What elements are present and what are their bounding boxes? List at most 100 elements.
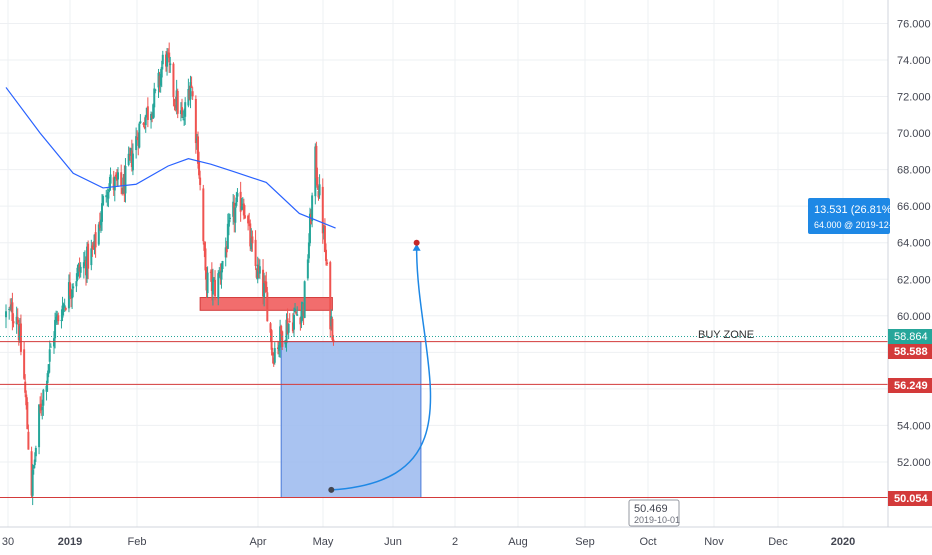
candle-body xyxy=(218,271,221,274)
candle-body xyxy=(76,267,79,280)
candle-body xyxy=(5,311,7,318)
candle-body xyxy=(187,88,190,106)
x-tick-label: 30 xyxy=(2,536,14,548)
x-tick-label: Jun xyxy=(384,536,402,548)
candle-body xyxy=(24,381,27,393)
y-tick-label: 52.000 xyxy=(897,457,931,469)
candle-body xyxy=(9,306,12,308)
level-layer xyxy=(0,336,888,499)
candle-body xyxy=(61,305,64,318)
candle-body xyxy=(10,304,13,310)
last-price-label-bg xyxy=(888,329,932,344)
candle-body xyxy=(143,126,146,129)
level-3-price-label-bg xyxy=(888,491,932,506)
x-tick-label: Feb xyxy=(128,536,147,548)
candle-layer xyxy=(5,42,335,506)
candle-body xyxy=(316,177,319,188)
candle-body xyxy=(332,339,335,343)
candle-body xyxy=(23,349,26,379)
projection-change-label: 13.531 (26.81%) xyxy=(814,204,895,216)
annotation-layer xyxy=(328,239,432,493)
candle-body xyxy=(38,404,41,448)
candle-body xyxy=(248,221,251,223)
price-label-layer: 58.864 58.588 56.249 50.054 xyxy=(888,329,932,506)
candle-body xyxy=(249,223,252,247)
candle-body xyxy=(286,318,289,334)
candle-body xyxy=(31,470,34,496)
candle-body xyxy=(159,74,162,86)
candle-body xyxy=(255,268,258,278)
candle-body xyxy=(217,273,220,299)
candle-body xyxy=(299,317,302,325)
candle-body xyxy=(172,63,175,98)
candle-body xyxy=(278,345,281,351)
projection-start-point[interactable] xyxy=(328,486,335,493)
x-tick-label: Nov xyxy=(704,536,724,548)
x-tick-label: 2020 xyxy=(831,536,855,548)
candle-body xyxy=(131,153,134,171)
candle-body xyxy=(71,289,74,299)
buy-zone-label: BUY ZONE xyxy=(698,329,754,341)
candle-body xyxy=(323,225,326,252)
resistance-zone-rect xyxy=(199,297,333,311)
candle-body xyxy=(234,207,237,223)
candle-body xyxy=(18,326,21,341)
last-price-label: 58.864 xyxy=(894,331,928,343)
x-tick-label: Sep xyxy=(575,536,595,548)
candle-body xyxy=(194,98,197,144)
candle-body xyxy=(45,385,48,392)
candle-body xyxy=(164,54,167,67)
candle-body xyxy=(168,52,171,63)
candle-body xyxy=(317,191,320,198)
candle-body xyxy=(152,104,155,119)
candle-body xyxy=(90,248,93,266)
candle-body xyxy=(52,338,55,347)
candle-body xyxy=(301,302,304,313)
candle-body xyxy=(210,269,213,292)
candle-body xyxy=(102,196,105,206)
moving-average-line xyxy=(5,87,336,229)
candle-body xyxy=(173,100,176,102)
candle-body xyxy=(191,91,194,97)
candle-body xyxy=(12,321,15,324)
candle-body xyxy=(322,227,325,233)
candle-body xyxy=(84,260,87,276)
candle-body xyxy=(183,119,186,121)
y-tick-label: 64.000 xyxy=(897,238,931,250)
projection-curve xyxy=(331,248,432,491)
candle-body xyxy=(19,323,22,352)
candle-body xyxy=(318,184,321,196)
candle-body xyxy=(112,177,115,190)
candle-body xyxy=(46,373,49,384)
candle-body xyxy=(224,247,227,258)
candle-body xyxy=(169,63,172,66)
x-tick-label: Apr xyxy=(249,536,266,548)
candle-body xyxy=(184,102,187,117)
candle-body xyxy=(150,113,153,121)
candle-body xyxy=(92,247,95,249)
candle-body xyxy=(128,154,131,156)
y-tick-label: 68.000 xyxy=(897,165,931,177)
y-tick-label: 76.000 xyxy=(897,18,931,30)
candle-body xyxy=(154,89,157,91)
candle-body xyxy=(331,318,334,340)
candle-body xyxy=(86,246,89,279)
projection-start-price: 50.469 xyxy=(634,503,668,515)
candle-body xyxy=(106,195,109,197)
candle-body xyxy=(205,268,208,291)
candle-body xyxy=(115,173,118,181)
candle-body xyxy=(273,348,276,363)
candle-body xyxy=(240,206,243,210)
projection-end-point[interactable] xyxy=(413,239,420,246)
candle-body xyxy=(17,323,20,341)
candle-body xyxy=(87,243,90,269)
candle-body xyxy=(188,89,191,100)
candle-body xyxy=(202,188,205,242)
y-tick-label: 62.000 xyxy=(897,274,931,286)
candle-body xyxy=(247,215,250,224)
candle-body xyxy=(236,193,239,197)
candle-body xyxy=(291,322,294,332)
candle-body xyxy=(62,304,65,306)
